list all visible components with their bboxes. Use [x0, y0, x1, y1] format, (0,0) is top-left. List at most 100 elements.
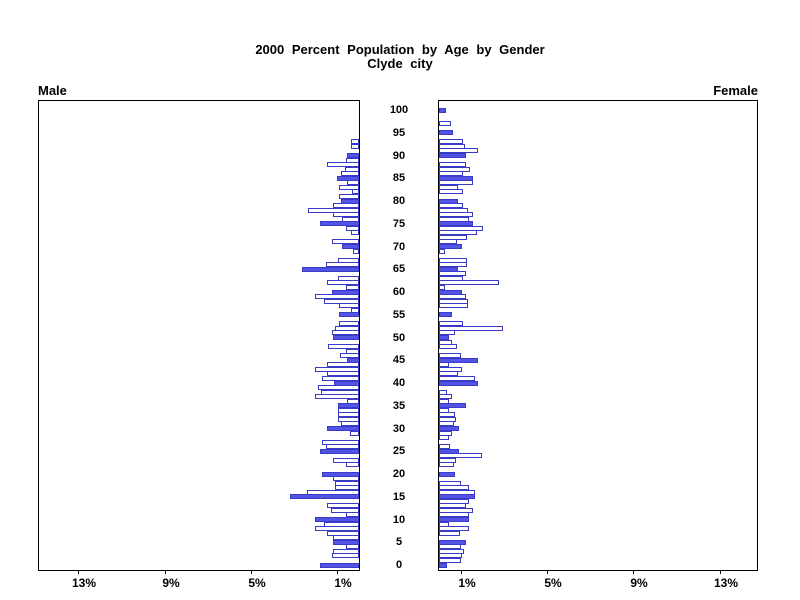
percent-label-right-3: 13% [713, 576, 739, 590]
age-tick-label-95: 95 [392, 127, 406, 139]
female-bar-age-10 [439, 517, 469, 522]
percent-tick-left-5 [251, 570, 252, 574]
male-bar-age-34 [338, 408, 359, 413]
male-bar-age-69 [353, 249, 359, 254]
age-tick-label-30: 30 [392, 423, 406, 435]
female-side-label: Female [713, 83, 758, 98]
age-tick-label-10: 10 [392, 514, 406, 526]
male-bar-age-41 [322, 376, 359, 381]
female-bar-age-45 [439, 358, 478, 363]
female-bar-age-24 [439, 453, 482, 458]
percent-tick-right-9 [633, 570, 635, 574]
age-tick-label-85: 85 [392, 172, 406, 184]
chart-title: 2000 Percent Population by Age by Gender [255, 42, 545, 57]
male-bar-age-30 [327, 426, 359, 431]
female-bar-age-92 [439, 144, 465, 149]
female-bar-age-25 [439, 449, 459, 454]
age-tick-label-80: 80 [392, 195, 406, 207]
male-bar-age-80 [341, 199, 359, 204]
female-bar-age-41 [439, 376, 475, 381]
female-bar-age-40 [439, 381, 478, 386]
male-bar-age-40 [334, 381, 359, 386]
male-bar-age-43 [315, 367, 359, 372]
male-bar-age-71 [332, 239, 359, 244]
age-tick-label-5: 5 [395, 536, 403, 548]
percent-label-right-2: 9% [630, 576, 648, 590]
chart-subtitle: Clyde city [367, 56, 433, 71]
male-bar-age-70 [342, 244, 359, 249]
male-bar-age-10 [315, 517, 359, 522]
age-tick-label-40: 40 [392, 377, 406, 389]
female-bar-age-32 [439, 417, 456, 422]
female-bar-age-18 [439, 481, 461, 486]
female-bar-age-63 [439, 276, 463, 281]
female-bar-age-34 [439, 408, 449, 413]
female-bar-age-38 [439, 390, 447, 395]
female-bar-age-0 [439, 563, 447, 568]
male-bar-age-76 [342, 217, 359, 222]
percent-axis-labels: 13% 9% 5% 1% 1% 5% 9% 13% [0, 576, 800, 592]
percent-label-left-1: 9% [162, 576, 180, 590]
female-bar-age-26 [439, 444, 450, 449]
male-bar-age-85 [337, 176, 359, 181]
male-bar-age-18 [335, 481, 359, 486]
male-bar-age-25 [320, 449, 359, 454]
male-bar-age-5 [333, 540, 359, 545]
age-tick-label-60: 60 [392, 286, 406, 298]
male-bar-age-89 [346, 158, 359, 163]
percent-label-left-0: 13% [71, 576, 97, 590]
female-bar-age-20 [439, 472, 455, 477]
male-bar-age-7 [327, 531, 359, 536]
female-bar-age-88 [439, 162, 466, 167]
male-bar-age-90 [347, 153, 359, 158]
male-bar-age-67 [338, 258, 359, 263]
age-tick-label-25: 25 [392, 445, 406, 457]
percent-tick-right-13 [719, 570, 721, 574]
male-bar-age-45 [347, 358, 359, 363]
female-bar-age-53 [439, 321, 463, 326]
male-bar-age-0 [320, 563, 359, 568]
female-bar-age-65 [439, 267, 458, 272]
male-bar-age-53 [339, 321, 359, 326]
female-bar-age-30 [439, 426, 459, 431]
male-bar-age-50 [333, 335, 359, 340]
female-bar-age-70 [439, 244, 462, 249]
male-bar-age-74 [346, 226, 359, 231]
female-bar-age-49 [439, 340, 452, 345]
male-bar-age-60 [332, 290, 359, 295]
male-bar-age-32 [338, 417, 359, 422]
male-bar-age-56 [351, 308, 359, 313]
female-bar-age-100 [439, 108, 446, 113]
age-axis: 0 5 10 15 20 25 30 35 40 45 50 55 60 65 70 75 80 85 90 95 10… [360, 101, 438, 571]
female-bar-age-85 [439, 176, 473, 181]
age-tick-label-100: 100 [389, 104, 409, 116]
female-bar-age-95 [439, 130, 453, 135]
male-bar-age-63 [338, 276, 359, 281]
age-tick-label-0: 0 [395, 559, 403, 571]
male-bar-age-78 [308, 208, 359, 213]
percent-tick-left-9 [164, 570, 166, 574]
female-bar-age-12 [439, 508, 473, 513]
age-tick-label-35: 35 [392, 400, 406, 412]
male-bar-age-3 [333, 549, 359, 554]
age-tick-label-45: 45 [392, 354, 406, 366]
male-bar-age-58 [324, 299, 359, 304]
female-bar-age-69 [439, 249, 445, 254]
age-tick-label-90: 90 [392, 150, 406, 162]
female-bar-age-83 [439, 185, 458, 190]
female-bar-age-52 [439, 326, 503, 331]
female-bar-age-74 [439, 226, 483, 231]
male-bar-age-81 [339, 194, 359, 199]
male-bar-age-61 [346, 285, 359, 290]
female-bar-age-58 [439, 299, 468, 304]
male-bar-age-27 [322, 440, 359, 445]
female-bar-age-43 [439, 367, 462, 372]
male-bar-age-65 [302, 267, 359, 272]
age-tick-label-20: 20 [392, 468, 406, 480]
male-bar-age-55 [339, 312, 359, 317]
female-bar-age-97 [439, 121, 451, 126]
age-tick-label-50: 50 [392, 332, 406, 344]
percent-tick-left-13 [78, 570, 80, 574]
female-bar-age-35 [439, 403, 466, 408]
percent-label-right-1: 5% [544, 576, 562, 590]
